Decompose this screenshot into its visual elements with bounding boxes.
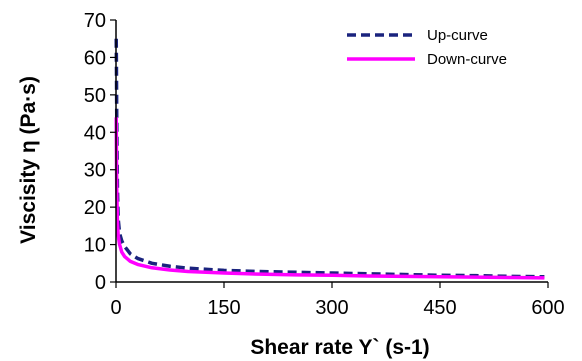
x-tick-label: 300 [315, 297, 348, 319]
x-tick-label: 450 [423, 297, 456, 319]
y-tick-label: 50 [84, 85, 106, 107]
y-tick-label: 40 [84, 122, 106, 144]
y-tick-label: 20 [84, 197, 106, 219]
y-tick-label: 0 [95, 272, 106, 294]
y-tick-label: 60 [84, 47, 106, 69]
series-line-up-curve [114, 38, 545, 279]
ticks-layer: 0 10 20 30 40 50 60 70 0 150 300 450 600 [84, 10, 565, 319]
y-tick-label: 10 [84, 235, 106, 257]
x-tick-label: 600 [531, 297, 564, 319]
series-layer [114, 38, 545, 280]
y-axis-title: Viscisity η (Pa·s) [17, 76, 40, 244]
x-axis-title: Shear rate Y` (s-1) [250, 336, 429, 359]
series-line-down-curve [114, 117, 545, 280]
legend-label: Up-curve [427, 27, 488, 44]
x-tick-label: 150 [207, 297, 240, 319]
legend: Up-curve Down-curve [347, 27, 507, 68]
legend-label: Down-curve [427, 51, 507, 68]
x-tick-label: 0 [110, 297, 121, 319]
y-tick-label: 30 [84, 160, 106, 182]
y-tick-label: 70 [84, 10, 106, 32]
